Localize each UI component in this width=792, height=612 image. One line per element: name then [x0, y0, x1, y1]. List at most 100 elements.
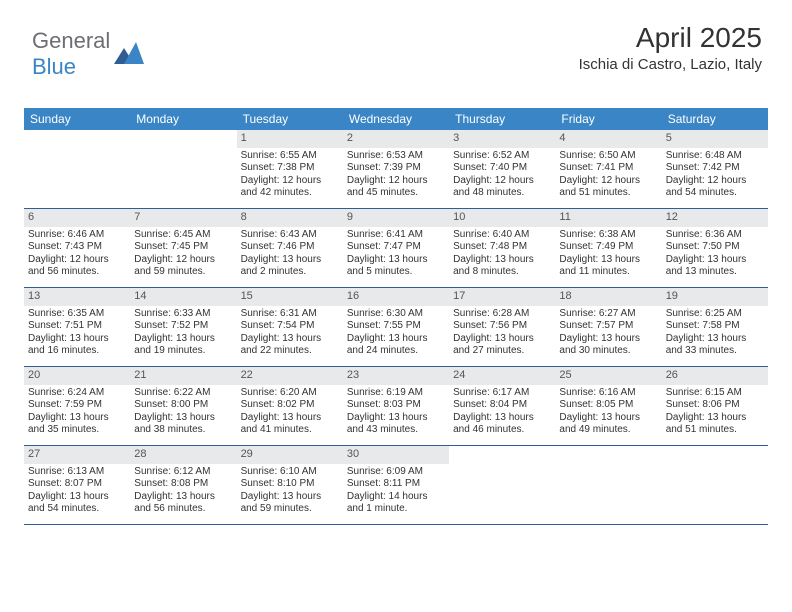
week-row: 20Sunrise: 6:24 AMSunset: 7:59 PMDayligh… [24, 367, 768, 446]
daylight-text: Daylight: 13 hours and 43 minutes. [347, 412, 445, 437]
day-cell: 21Sunrise: 6:22 AMSunset: 8:00 PMDayligh… [130, 367, 236, 445]
sunrise-text: Sunrise: 6:50 AM [559, 150, 657, 163]
sunrise-text: Sunrise: 6:46 AM [28, 229, 126, 242]
dow-header-cell: Wednesday [343, 108, 449, 130]
day-cell: 23Sunrise: 6:19 AMSunset: 8:03 PMDayligh… [343, 367, 449, 445]
day-cell: 5Sunrise: 6:48 AMSunset: 7:42 PMDaylight… [662, 130, 768, 208]
sunset-text: Sunset: 7:41 PM [559, 162, 657, 175]
day-details: Sunrise: 6:20 AMSunset: 8:02 PMDaylight:… [241, 387, 339, 437]
daylight-text: Daylight: 13 hours and 2 minutes. [241, 254, 339, 279]
week-row: 27Sunrise: 6:13 AMSunset: 8:07 PMDayligh… [24, 446, 768, 525]
week-row: 1 Sunrise: 6:55 AMSunset: 7:38 PMDaylight… [24, 130, 768, 209]
day-cell: 6Sunrise: 6:46 AMSunset: 7:43 PMDaylight… [24, 209, 130, 287]
day-cell: 30Sunrise: 6:09 AMSunset: 8:11 PMDayligh… [343, 446, 449, 524]
daylight-text: Daylight: 13 hours and 41 minutes. [241, 412, 339, 437]
day-cell: 11Sunrise: 6:38 AMSunset: 7:49 PMDayligh… [555, 209, 661, 287]
day-cell: 10Sunrise: 6:40 AMSunset: 7:48 PMDayligh… [449, 209, 555, 287]
sunset-text: Sunset: 8:10 PM [241, 478, 339, 491]
daylight-text: Daylight: 13 hours and 8 minutes. [453, 254, 551, 279]
daylight-text: Daylight: 13 hours and 22 minutes. [241, 333, 339, 358]
sunset-text: Sunset: 8:02 PM [241, 399, 339, 412]
sunset-text: Sunset: 7:54 PM [241, 320, 339, 333]
day-number [555, 446, 661, 450]
sunrise-text: Sunrise: 6:10 AM [241, 466, 339, 479]
day-number: 4 [555, 130, 661, 148]
sunrise-text: Sunrise: 6:16 AM [559, 387, 657, 400]
day-number: 14 [130, 288, 236, 306]
dow-header-cell: Sunday [24, 108, 130, 130]
sunset-text: Sunset: 7:50 PM [666, 241, 764, 254]
brand-logo: GeneralBlue [32, 28, 144, 80]
day-cell [449, 446, 555, 524]
day-cell: 13Sunrise: 6:35 AMSunset: 7:51 PMDayligh… [24, 288, 130, 366]
day-number [662, 446, 768, 450]
sunset-text: Sunset: 8:08 PM [134, 478, 232, 491]
sunrise-text: Sunrise: 6:28 AM [453, 308, 551, 321]
day-details: Sunrise: 6:41 AMSunset: 7:47 PMDaylight:… [347, 229, 445, 279]
daylight-text: Daylight: 13 hours and 38 minutes. [134, 412, 232, 437]
sunset-text: Sunset: 7:58 PM [666, 320, 764, 333]
day-number: 23 [343, 367, 449, 385]
day-details: Sunrise: 6:33 AMSunset: 7:52 PMDaylight:… [134, 308, 232, 358]
sunset-text: Sunset: 7:40 PM [453, 162, 551, 175]
sunrise-text: Sunrise: 6:24 AM [28, 387, 126, 400]
day-cell: 19Sunrise: 6:25 AMSunset: 7:58 PMDayligh… [662, 288, 768, 366]
day-cell: 22 Sunrise: 6:20 AMSunset: 8:02 PMDayligh… [237, 367, 343, 445]
day-details: Sunrise: 6:46 AMSunset: 7:43 PMDaylight:… [28, 229, 126, 279]
sunrise-text: Sunrise: 6:30 AM [347, 308, 445, 321]
sunrise-text: Sunrise: 6:52 AM [453, 150, 551, 163]
day-cell: 17 Sunrise: 6:28 AMSunset: 7:56 PMDayligh… [449, 288, 555, 366]
sunset-text: Sunset: 7:52 PM [134, 320, 232, 333]
daylight-text: Daylight: 12 hours and 51 minutes. [559, 175, 657, 200]
day-details: Sunrise: 6:52 AMSunset: 7:40 PMDaylight:… [453, 150, 551, 200]
daylight-text: Daylight: 13 hours and 49 minutes. [559, 412, 657, 437]
sunset-text: Sunset: 8:05 PM [559, 399, 657, 412]
sunrise-text: Sunrise: 6:09 AM [347, 466, 445, 479]
day-details: Sunrise: 6:53 AMSunset: 7:39 PMDaylight:… [347, 150, 445, 200]
day-cell: 4 Sunrise: 6:50 AMSunset: 7:41 PMDaylight… [555, 130, 661, 208]
day-number: 1 [237, 130, 343, 148]
day-number: 9 [343, 209, 449, 227]
daylight-text: Daylight: 13 hours and 27 minutes. [453, 333, 551, 358]
day-cell: 28 Sunrise: 6:12 AMSunset: 8:08 PMDayligh… [130, 446, 236, 524]
day-cell: 3 Sunrise: 6:52 AMSunset: 7:40 PMDaylight… [449, 130, 555, 208]
daylight-text: Daylight: 12 hours and 56 minutes. [28, 254, 126, 279]
sunset-text: Sunset: 7:48 PM [453, 241, 551, 254]
day-number: 13 [24, 288, 130, 306]
day-number: 12 [662, 209, 768, 227]
day-number: 8 [237, 209, 343, 227]
dow-header-cell: Friday [555, 108, 661, 130]
day-details: Sunrise: 6:22 AMSunset: 8:00 PMDaylight:… [134, 387, 232, 437]
sunrise-text: Sunrise: 6:27 AM [559, 308, 657, 321]
daylight-text: Daylight: 13 hours and 46 minutes. [453, 412, 551, 437]
day-cell: 20Sunrise: 6:24 AMSunset: 7:59 PMDayligh… [24, 367, 130, 445]
sunset-text: Sunset: 7:59 PM [28, 399, 126, 412]
daylight-text: Daylight: 12 hours and 59 minutes. [134, 254, 232, 279]
daylight-text: Daylight: 14 hours and 1 minute. [347, 491, 445, 516]
day-number: 17 [449, 288, 555, 306]
weeks-container: 1 Sunrise: 6:55 AMSunset: 7:38 PMDaylight… [24, 130, 768, 525]
day-details: Sunrise: 6:31 AMSunset: 7:54 PMDaylight:… [241, 308, 339, 358]
page-header: April 2025 Ischia di Castro, Lazio, Ital… [579, 22, 762, 73]
daylight-text: Daylight: 13 hours and 24 minutes. [347, 333, 445, 358]
day-number: 28 [130, 446, 236, 464]
sunrise-text: Sunrise: 6:55 AM [241, 150, 339, 163]
day-number: 26 [662, 367, 768, 385]
sunset-text: Sunset: 8:04 PM [453, 399, 551, 412]
day-details: Sunrise: 6:12 AMSunset: 8:08 PMDaylight:… [134, 466, 232, 516]
sunrise-text: Sunrise: 6:41 AM [347, 229, 445, 242]
day-details: Sunrise: 6:17 AMSunset: 8:04 PMDaylight:… [453, 387, 551, 437]
day-details: Sunrise: 6:55 AMSunset: 7:38 PMDaylight:… [241, 150, 339, 200]
day-details: Sunrise: 6:43 AMSunset: 7:46 PMDaylight:… [241, 229, 339, 279]
day-cell: 27Sunrise: 6:13 AMSunset: 8:07 PMDayligh… [24, 446, 130, 524]
day-details: Sunrise: 6:50 AMSunset: 7:41 PMDaylight:… [559, 150, 657, 200]
day-details: Sunrise: 6:25 AMSunset: 7:58 PMDaylight:… [666, 308, 764, 358]
day-number: 3 [449, 130, 555, 148]
sunrise-text: Sunrise: 6:38 AM [559, 229, 657, 242]
daylight-text: Daylight: 13 hours and 59 minutes. [241, 491, 339, 516]
sunset-text: Sunset: 7:56 PM [453, 320, 551, 333]
day-cell [555, 446, 661, 524]
day-number: 16 [343, 288, 449, 306]
sunset-text: Sunset: 7:39 PM [347, 162, 445, 175]
day-number: 22 [237, 367, 343, 385]
